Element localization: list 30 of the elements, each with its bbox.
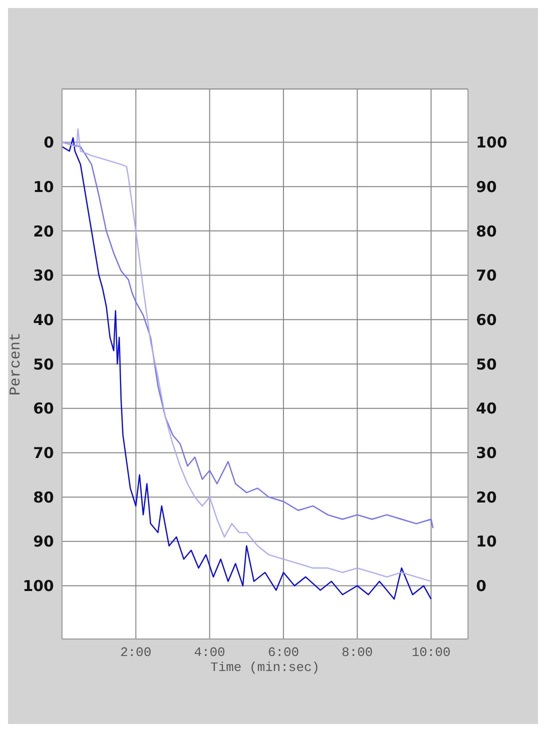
y2-tick-label: 60 <box>476 310 497 329</box>
y-tick-label: 30 <box>33 266 54 285</box>
y-tick-label: 70 <box>33 444 54 462</box>
x-axis-title: Time (min:sec) <box>210 660 320 675</box>
line-series <box>62 142 434 529</box>
y-tick-label: 100 <box>22 577 54 596</box>
x-tick-label: 6:00 <box>268 645 300 660</box>
y-tick-label: 0 <box>44 134 54 152</box>
y2-tick-label: 10 <box>476 532 497 551</box>
y2-tick-label: 40 <box>476 400 497 418</box>
y-tick-label: 40 <box>33 310 54 329</box>
y-tick-label: 50 <box>33 355 54 374</box>
x-tick-label: 4:00 <box>194 645 226 660</box>
y-tick-label: 60 <box>33 400 54 418</box>
x-tick-label: 2:00 <box>120 645 152 660</box>
y2-tick-label: 80 <box>476 222 497 240</box>
y-tick-label: 10 <box>33 178 54 196</box>
y2-tick-label: 100 <box>476 134 508 152</box>
y-tick-label: 80 <box>33 488 54 506</box>
y-axis-title: Percent <box>7 332 24 396</box>
y2-tick-label: 20 <box>476 488 497 506</box>
y-tick-label: 90 <box>33 532 54 551</box>
y-tick-label: 20 <box>33 222 54 240</box>
y2-tick-label: 30 <box>476 444 497 462</box>
y2-tick-label: 90 <box>476 178 497 196</box>
y2-tick-label: 50 <box>476 355 497 374</box>
y2-tick-label: 70 <box>476 266 497 285</box>
x-tick-label: 10:00 <box>412 645 451 660</box>
y2-tick-label: 0 <box>476 577 486 596</box>
x-tick-label: 8:00 <box>342 645 373 660</box>
